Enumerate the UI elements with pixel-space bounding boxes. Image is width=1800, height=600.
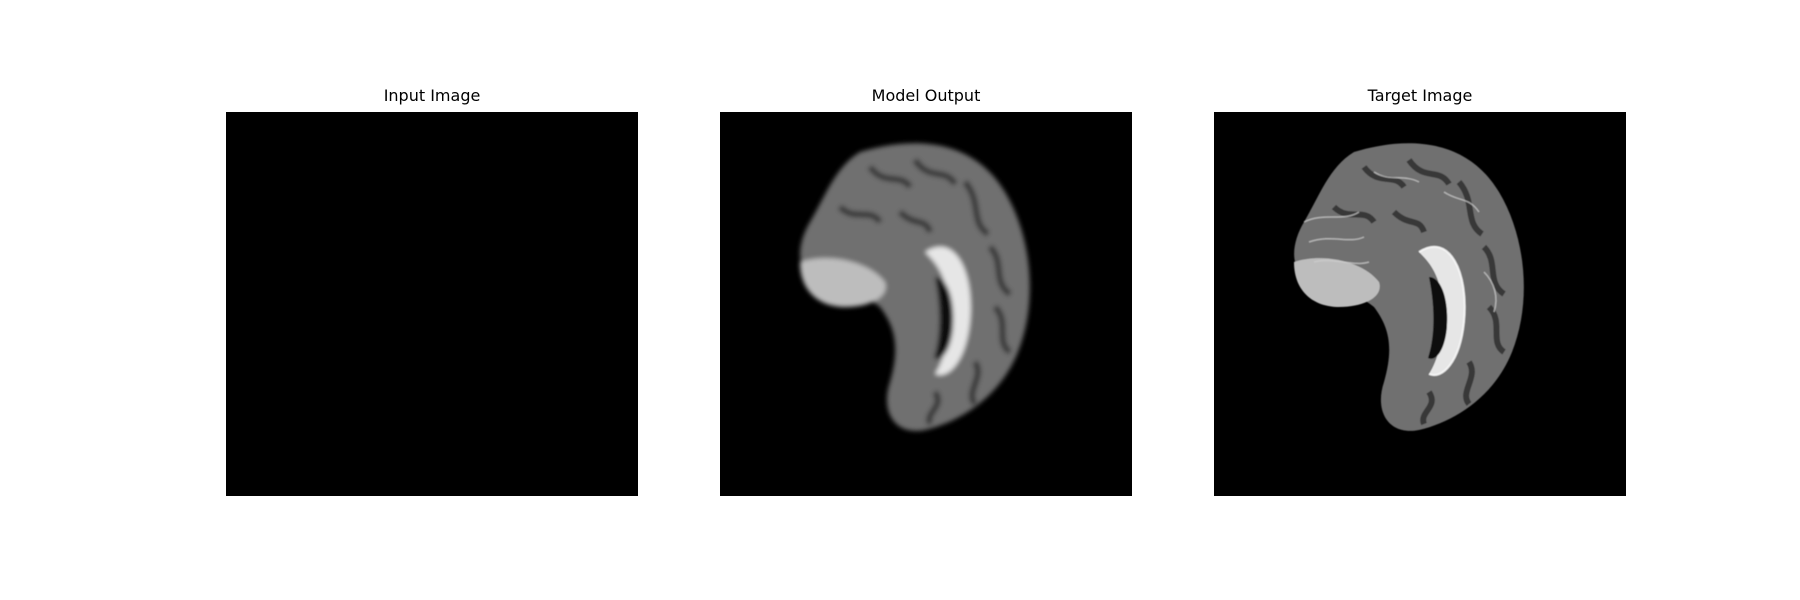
- panel-title-input: Input Image: [383, 86, 481, 105]
- panel-title-target: Target Image: [1367, 86, 1473, 105]
- target-brain-image: [1214, 112, 1626, 496]
- input-brain-image: [226, 112, 638, 496]
- target-image: [1214, 112, 1626, 496]
- output-brain-image: [720, 112, 1132, 496]
- output-image: [720, 112, 1132, 496]
- input-image: [226, 112, 638, 496]
- panel-title-output: Model Output: [871, 86, 981, 105]
